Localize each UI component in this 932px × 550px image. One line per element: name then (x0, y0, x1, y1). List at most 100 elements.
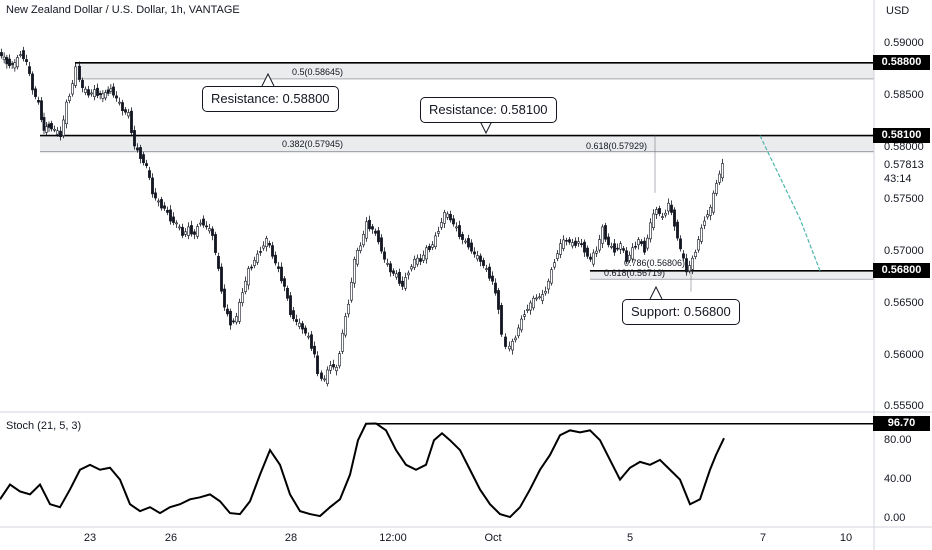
candle-body (101, 93, 105, 99)
candle-body (96, 87, 99, 96)
candle-body (232, 320, 235, 323)
stoch-layer (0, 422, 874, 519)
candle-body (238, 302, 241, 322)
candle-body (494, 282, 497, 294)
candle-body (184, 231, 187, 235)
time-tick: 5 (626, 532, 634, 544)
candle-body (13, 62, 17, 69)
candle-body (553, 262, 556, 268)
time-tick: 28 (284, 532, 298, 544)
candle-body (211, 228, 214, 236)
candle-body (247, 268, 250, 286)
candle-body (87, 89, 90, 96)
projection-layer (759, 135, 821, 272)
candle-body (679, 238, 682, 250)
candle-body (344, 316, 347, 336)
candle-body (392, 270, 395, 274)
candle-body (413, 258, 416, 268)
candle-body (42, 117, 46, 131)
candle-body (298, 322, 301, 327)
candle-body (205, 225, 208, 228)
candle-body (338, 353, 341, 367)
candle-body (434, 235, 437, 247)
candle-body (295, 319, 298, 322)
candle-body (74, 66, 77, 86)
candle-body (62, 119, 65, 136)
candle-body (199, 222, 202, 225)
candle-body (65, 101, 68, 125)
candle-body (598, 239, 601, 251)
candle-body (286, 287, 289, 299)
price-tick: 0.57000 (884, 245, 924, 257)
candle-body (601, 226, 604, 244)
candle-body (68, 95, 71, 101)
candle-body (304, 327, 307, 334)
candle-body (586, 247, 589, 257)
candle-body (407, 272, 410, 276)
candle-body (259, 251, 262, 253)
candle-body (59, 130, 62, 138)
candle-body (8, 58, 11, 67)
candle-body (217, 256, 220, 269)
candle-body (667, 202, 670, 212)
candle-body (316, 355, 319, 374)
candle-body (332, 364, 335, 368)
candle-body (401, 280, 404, 287)
candle-body (386, 263, 389, 265)
candle-body (190, 225, 193, 235)
candle-body (37, 100, 40, 103)
candle-body (133, 130, 136, 147)
candle-body (380, 237, 383, 252)
candle-body (329, 365, 332, 371)
candle-body (136, 147, 139, 151)
candle-body (529, 302, 532, 311)
candle-body (428, 245, 431, 250)
candle-body (431, 244, 434, 248)
candle-body (508, 345, 511, 350)
candle-body (241, 292, 244, 304)
candle-body (280, 266, 283, 282)
candle-body (196, 226, 199, 237)
stoch-tick: 80.00 (884, 434, 912, 446)
candle-body (446, 213, 449, 218)
time-tick: Oct (484, 532, 502, 544)
resistance-zone-low (40, 135, 874, 154)
candle-body (613, 243, 616, 253)
candle-body (664, 212, 667, 216)
candle-body (127, 112, 130, 117)
candle-body (464, 240, 467, 243)
candle-body (473, 251, 476, 255)
candle-body (283, 278, 286, 287)
fib-label-0.5: 0.5(0.58645) (292, 67, 344, 77)
candle-body (562, 239, 565, 249)
candle-body (151, 177, 154, 195)
candle-body (559, 243, 562, 255)
candle-body (19, 54, 22, 56)
candle-body (694, 251, 697, 257)
candle-body (703, 220, 706, 226)
candle-body (721, 163, 724, 179)
stoch-line (0, 422, 725, 519)
candle-body (368, 219, 371, 230)
price-tick: 0.58500 (884, 89, 924, 101)
candle-body (631, 247, 634, 260)
candle-body (691, 257, 694, 270)
candle-body (535, 297, 538, 300)
candle-body (676, 221, 679, 239)
fib-label-0.618-lower: 0.618(0.56719) (604, 268, 666, 278)
candle-body (271, 245, 274, 257)
candle-body (84, 88, 87, 93)
candle-body (625, 250, 628, 262)
levels-layer (40, 61, 874, 300)
candle-body (139, 147, 142, 159)
candle-body (670, 204, 673, 213)
candle-body (47, 123, 51, 128)
candle-body (658, 208, 661, 214)
candle-body (145, 163, 148, 166)
candle-body (649, 222, 652, 240)
candle-body (235, 316, 238, 323)
callout-pointer (479, 120, 493, 135)
candle-body (350, 282, 353, 301)
candle-body (359, 245, 362, 252)
candle-body (661, 216, 664, 218)
